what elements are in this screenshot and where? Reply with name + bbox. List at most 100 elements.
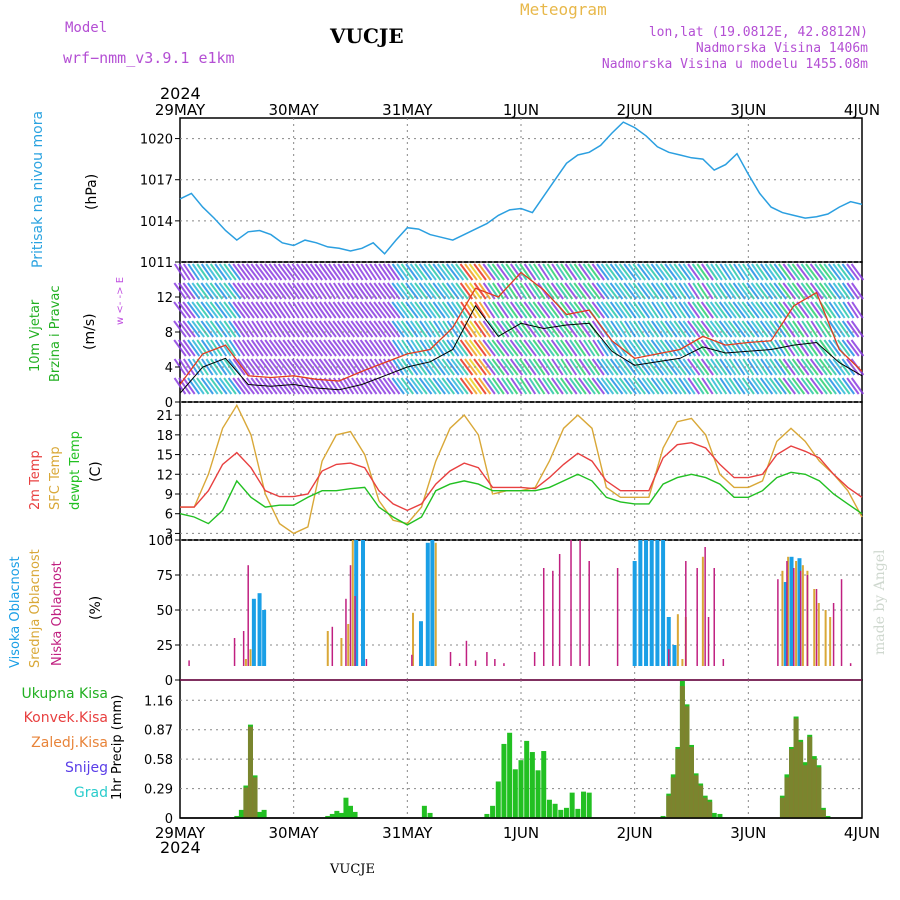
wind-barb bbox=[182, 358, 196, 376]
wind-barb bbox=[496, 358, 510, 376]
wind-barb bbox=[346, 282, 360, 300]
wind-barb bbox=[641, 377, 656, 395]
wind-barb bbox=[432, 339, 446, 357]
wind-barb bbox=[409, 301, 424, 319]
wind-barb bbox=[728, 282, 742, 300]
wind-barb bbox=[314, 339, 328, 357]
wind-barb bbox=[668, 320, 683, 338]
wind-barb bbox=[205, 301, 219, 319]
wind-barb bbox=[759, 301, 774, 319]
wind-barb bbox=[650, 282, 664, 300]
precip-conv-bar bbox=[693, 775, 699, 818]
wind-barb bbox=[519, 358, 533, 376]
wind-barb bbox=[214, 339, 228, 357]
wind-barb bbox=[318, 263, 333, 281]
wind-barb bbox=[505, 377, 519, 395]
precip-total-bar bbox=[343, 797, 349, 818]
wind-barb bbox=[682, 339, 697, 357]
wind-barb bbox=[691, 358, 705, 376]
wind-barb bbox=[591, 358, 605, 376]
wind-barb bbox=[491, 339, 506, 357]
precip-total-bar bbox=[558, 809, 564, 818]
panel-frame bbox=[179, 401, 863, 541]
wind-barb bbox=[528, 377, 541, 395]
wind-barb bbox=[382, 339, 396, 357]
wind-barb bbox=[591, 263, 605, 281]
wind-barb bbox=[319, 377, 332, 395]
wind-barb bbox=[319, 282, 332, 300]
wind-barb bbox=[541, 320, 556, 338]
wind-barb bbox=[637, 320, 650, 338]
wind-barb bbox=[250, 282, 265, 300]
wind-barb bbox=[269, 320, 282, 338]
wind-barb bbox=[555, 282, 569, 300]
wind-barb bbox=[832, 377, 846, 395]
wind-barb bbox=[637, 339, 651, 357]
wind-barb bbox=[596, 377, 610, 395]
wind-barb bbox=[696, 320, 710, 338]
precip-conv-bar bbox=[816, 767, 822, 818]
wind-barb bbox=[532, 282, 546, 300]
wind-barb bbox=[850, 339, 865, 357]
wind-barb bbox=[687, 301, 701, 319]
wind-barb bbox=[577, 377, 592, 395]
wind-barb bbox=[541, 339, 555, 357]
wind-barb bbox=[427, 377, 442, 395]
wind-barb bbox=[296, 263, 310, 281]
wind-barb bbox=[450, 339, 464, 357]
wind-barb bbox=[246, 339, 260, 357]
wind-barb bbox=[268, 263, 283, 281]
wind-barb bbox=[287, 282, 301, 300]
wind-barb bbox=[850, 320, 865, 338]
wind-barb bbox=[769, 339, 782, 357]
wind-barb bbox=[523, 339, 537, 357]
wind-barb bbox=[541, 282, 555, 300]
wind-barb bbox=[173, 263, 187, 281]
wind-barb bbox=[291, 339, 305, 357]
footer-station: VUCJE bbox=[330, 862, 375, 877]
wind-barb bbox=[787, 282, 801, 300]
wind-barb bbox=[601, 339, 614, 357]
cloud-bar bbox=[616, 568, 619, 666]
cloud-bar bbox=[638, 540, 643, 666]
wind-barb bbox=[719, 282, 733, 300]
wind-barb bbox=[473, 339, 487, 357]
wind-barb bbox=[619, 301, 633, 319]
wind-barb bbox=[541, 301, 556, 319]
wind-barb bbox=[782, 320, 796, 338]
wind-barb bbox=[841, 358, 856, 376]
wind-barb bbox=[591, 301, 606, 319]
y-tick-label: 25 bbox=[156, 639, 173, 654]
wind-barb bbox=[400, 320, 414, 338]
wind-barb bbox=[368, 339, 383, 357]
wind-barb bbox=[441, 339, 455, 357]
wind-barb bbox=[500, 263, 514, 281]
cloud-bar bbox=[588, 561, 590, 666]
wind-barb bbox=[655, 301, 669, 319]
wind-barb bbox=[418, 301, 433, 319]
wind-barb bbox=[618, 377, 633, 395]
wind-barb bbox=[209, 282, 224, 300]
wind-barb bbox=[805, 263, 819, 281]
wind-barb bbox=[236, 301, 251, 319]
wind-barb bbox=[382, 377, 396, 395]
wind-barb bbox=[823, 301, 837, 319]
wind-barb bbox=[414, 301, 428, 319]
wind-barb bbox=[305, 282, 319, 300]
wind-barb bbox=[673, 301, 687, 319]
precip-conv-label: Konvek.Kisa bbox=[23, 710, 108, 726]
wind-barb bbox=[232, 282, 246, 300]
wind-barb bbox=[214, 377, 228, 395]
wind-barb bbox=[446, 358, 460, 376]
precip-conv-bar bbox=[789, 749, 795, 818]
wind-barb bbox=[327, 339, 342, 357]
wind-barb bbox=[446, 339, 460, 357]
y-tick-label: 0 bbox=[165, 674, 173, 689]
wind-barb bbox=[323, 320, 337, 338]
wind-barb bbox=[755, 339, 769, 357]
wind-barb bbox=[314, 358, 328, 376]
wind-barb bbox=[546, 377, 560, 395]
wind-barb bbox=[542, 263, 555, 281]
wind-barb bbox=[651, 301, 664, 319]
wind-barb bbox=[409, 377, 424, 395]
